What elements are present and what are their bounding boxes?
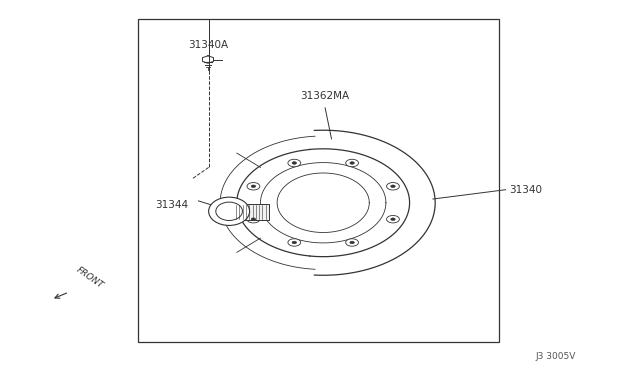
Ellipse shape: [230, 208, 237, 216]
Circle shape: [292, 241, 296, 244]
Ellipse shape: [216, 202, 243, 221]
Circle shape: [350, 162, 355, 164]
Circle shape: [251, 185, 255, 187]
Circle shape: [288, 239, 301, 246]
Text: 31340: 31340: [509, 185, 542, 195]
Text: 31362MA: 31362MA: [301, 91, 349, 101]
Text: 31340A: 31340A: [188, 40, 228, 50]
Bar: [234, 204, 269, 220]
Circle shape: [251, 218, 255, 221]
Circle shape: [247, 215, 260, 223]
Circle shape: [387, 183, 399, 190]
Circle shape: [346, 239, 358, 246]
Circle shape: [350, 241, 355, 244]
Circle shape: [292, 162, 296, 164]
Circle shape: [288, 159, 301, 167]
Text: FRONT: FRONT: [74, 266, 104, 291]
Ellipse shape: [209, 197, 250, 225]
Circle shape: [387, 215, 399, 223]
Text: 31344: 31344: [155, 200, 188, 209]
Text: J3 3005V: J3 3005V: [536, 352, 576, 361]
Circle shape: [391, 185, 396, 187]
Bar: [138, 19, 499, 342]
Circle shape: [391, 218, 396, 221]
Circle shape: [346, 159, 358, 167]
Circle shape: [247, 183, 260, 190]
